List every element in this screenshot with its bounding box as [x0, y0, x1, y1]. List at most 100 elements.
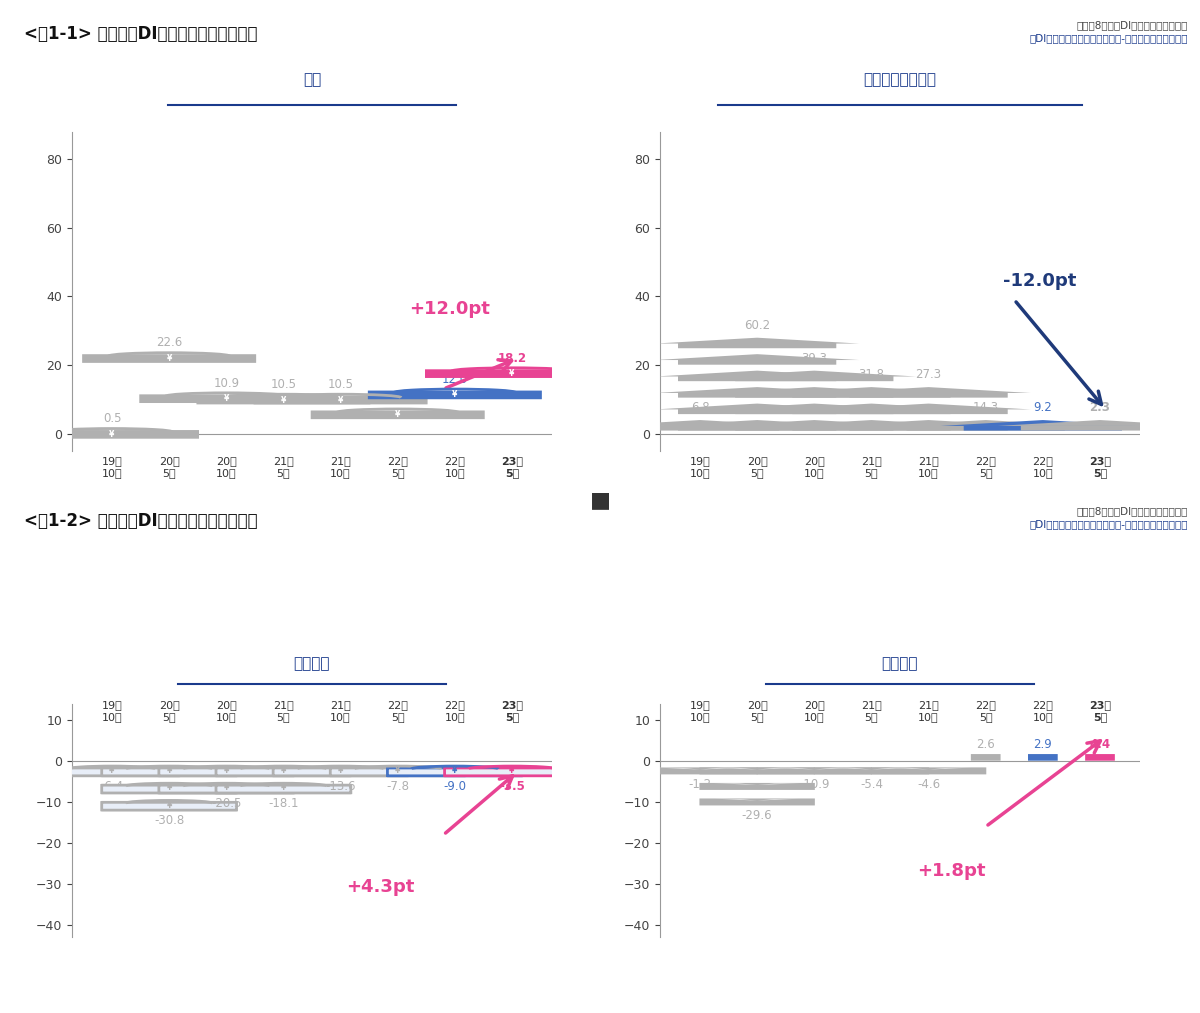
FancyBboxPatch shape	[736, 392, 894, 398]
Text: 21年: 21年	[862, 700, 882, 710]
Polygon shape	[655, 387, 859, 393]
Text: 10月: 10月	[690, 712, 710, 722]
FancyBboxPatch shape	[102, 802, 236, 810]
FancyBboxPatch shape	[814, 768, 929, 774]
FancyBboxPatch shape	[311, 410, 485, 419]
Polygon shape	[769, 387, 973, 393]
Text: -4.6: -4.6	[917, 778, 940, 791]
Polygon shape	[883, 420, 1088, 425]
Text: 5月: 5月	[865, 712, 878, 722]
Polygon shape	[712, 371, 917, 377]
Text: 10月: 10月	[444, 712, 466, 722]
Text: 2.6: 2.6	[977, 738, 995, 752]
FancyBboxPatch shape	[388, 768, 522, 776]
Text: -9.0: -9.0	[443, 780, 467, 792]
Polygon shape	[757, 783, 800, 785]
Text: ¥: ¥	[167, 354, 172, 363]
FancyBboxPatch shape	[102, 768, 236, 776]
FancyBboxPatch shape	[971, 754, 1001, 761]
FancyBboxPatch shape	[102, 785, 236, 793]
Text: ¥: ¥	[281, 395, 286, 404]
Polygon shape	[655, 355, 859, 360]
Polygon shape	[712, 387, 917, 393]
Text: -12.0pt: -12.0pt	[1003, 272, 1076, 290]
Text: ¥: ¥	[281, 783, 286, 792]
Text: 22年: 22年	[976, 700, 996, 710]
Text: <図1-2> 生活実態DI値の推移（経年比較）: <図1-2> 生活実態DI値の推移（経年比較）	[24, 512, 258, 530]
Polygon shape	[871, 768, 914, 770]
Polygon shape	[656, 768, 700, 770]
FancyBboxPatch shape	[216, 768, 350, 776]
FancyBboxPatch shape	[1085, 754, 1115, 761]
Text: 12.0: 12.0	[442, 373, 468, 386]
FancyBboxPatch shape	[330, 768, 466, 776]
Text: ¥: ¥	[109, 766, 115, 775]
Text: 10月: 10月	[918, 712, 938, 722]
Text: -7.8: -7.8	[386, 780, 409, 792]
Text: 31.8: 31.8	[858, 369, 884, 382]
FancyBboxPatch shape	[678, 343, 836, 348]
Text: 2.9: 2.9	[1033, 738, 1052, 752]
Text: 10.5: 10.5	[328, 378, 354, 391]
Text: -6.4: -6.4	[101, 780, 124, 792]
FancyBboxPatch shape	[678, 409, 836, 414]
Text: -29.6: -29.6	[742, 809, 773, 823]
Polygon shape	[712, 420, 917, 425]
Text: 5月: 5月	[391, 712, 404, 722]
Text: 10月: 10月	[102, 712, 122, 722]
FancyBboxPatch shape	[158, 768, 294, 776]
Text: 20年: 20年	[746, 700, 768, 710]
Polygon shape	[655, 371, 859, 377]
Text: ¥: ¥	[509, 766, 515, 775]
Polygon shape	[598, 420, 802, 425]
Text: ＊直近8回分のDI値のみ抜粋して掲載: ＊直近8回分のDI値のみ抜粋して掲載	[1076, 20, 1188, 30]
Polygon shape	[827, 420, 1031, 425]
FancyBboxPatch shape	[44, 768, 180, 776]
FancyBboxPatch shape	[197, 396, 371, 404]
Text: 27.3: 27.3	[916, 369, 942, 382]
Text: 5月: 5月	[750, 712, 764, 722]
Text: ¥: ¥	[223, 766, 229, 775]
Polygon shape	[827, 387, 1031, 393]
Text: ¥: ¥	[452, 390, 457, 399]
Polygon shape	[655, 420, 859, 425]
FancyBboxPatch shape	[25, 431, 199, 439]
FancyBboxPatch shape	[850, 409, 1008, 414]
Text: 21年: 21年	[918, 700, 938, 710]
Text: 給与所得: 給与所得	[294, 656, 330, 672]
FancyBboxPatch shape	[642, 768, 757, 774]
Polygon shape	[769, 403, 973, 409]
Text: 60.2: 60.2	[744, 319, 770, 332]
Text: 5月: 5月	[1093, 712, 1108, 722]
Text: ＊直近8回分のDI値のみ抜粋して掲載: ＊直近8回分のDI値のみ抜粋して掲載	[1076, 506, 1188, 517]
Text: 10月: 10月	[216, 712, 236, 722]
Text: ¥: ¥	[338, 395, 343, 404]
Polygon shape	[712, 403, 917, 409]
FancyBboxPatch shape	[253, 396, 427, 404]
Text: 6.8: 6.8	[691, 401, 709, 414]
FancyBboxPatch shape	[1021, 425, 1180, 431]
FancyBboxPatch shape	[964, 425, 1122, 431]
Polygon shape	[929, 768, 972, 770]
Text: 19年: 19年	[102, 700, 122, 710]
Text: ¥: ¥	[395, 766, 401, 775]
Text: 6.2: 6.2	[389, 393, 407, 406]
Text: 39.3: 39.3	[802, 352, 827, 365]
Text: ¥: ¥	[167, 783, 172, 792]
Text: 5月: 5月	[162, 712, 176, 722]
Polygon shape	[655, 403, 859, 409]
Text: ¥: ¥	[395, 410, 401, 419]
FancyBboxPatch shape	[700, 768, 815, 774]
FancyBboxPatch shape	[756, 768, 872, 774]
FancyBboxPatch shape	[850, 425, 1008, 431]
Text: 4.4: 4.4	[1090, 738, 1110, 752]
Text: ＊DI値：「増えた」の回答比率-「減った」の回答比率: ＊DI値：「増えた」の回答比率-「減った」の回答比率	[1030, 33, 1188, 44]
Text: ¥: ¥	[223, 783, 229, 792]
FancyBboxPatch shape	[274, 768, 408, 776]
Text: 22年: 22年	[1032, 700, 1054, 710]
FancyBboxPatch shape	[678, 392, 836, 398]
Text: ¥: ¥	[281, 766, 286, 775]
Text: 23年: 23年	[1090, 700, 1111, 710]
Text: 10.9: 10.9	[214, 377, 239, 390]
FancyBboxPatch shape	[158, 785, 294, 793]
